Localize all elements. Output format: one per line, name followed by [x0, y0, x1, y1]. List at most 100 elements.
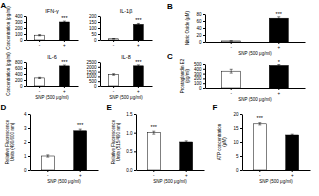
error-bar-stem — [153, 131, 154, 134]
x-axis-line — [101, 40, 153, 41]
y-tick-label: 4 — [24, 112, 27, 117]
bar — [286, 135, 299, 170]
x-tick: + — [137, 86, 140, 94]
y-tick: 2 — [24, 140, 30, 145]
y-tick-mark — [98, 86, 100, 87]
y-tick-mark — [240, 156, 242, 157]
y-tick-label: 1 — [24, 154, 27, 159]
y-tick: 300 — [194, 72, 205, 77]
bar — [222, 41, 241, 42]
x-axis-line — [206, 42, 306, 43]
panel-label: B — [167, 2, 173, 11]
y-tick-label: 200 — [194, 76, 202, 81]
error-bar-stem — [64, 21, 65, 23]
significance-label: * — [278, 59, 281, 65]
x-tick-label: + — [185, 173, 188, 178]
y-tick-mark — [24, 74, 26, 75]
error-bar-cap — [63, 22, 66, 23]
y-label-line: Nitric Oxide (μM) — [185, 11, 190, 45]
x-label: SNP (500 μg/ml) — [109, 95, 143, 100]
error-bar — [277, 17, 280, 20]
x-tick-label: - — [259, 173, 261, 178]
error-bar-cap — [46, 157, 49, 158]
y-tick-label: 500 — [194, 62, 202, 67]
y-label-line: Units (490/600 nm) — [10, 122, 15, 161]
x-tick: + — [137, 40, 140, 48]
x-tick: - — [47, 170, 49, 178]
y-label: Relative FluorescenceUnits (515/490 nm) — [111, 119, 121, 164]
x-tick-mark — [64, 40, 65, 42]
y-tick-label: 100 — [194, 81, 202, 86]
x-tick-mark — [259, 170, 260, 172]
y-tick-label: 400 — [15, 14, 23, 19]
error-bar-stem — [186, 141, 187, 143]
y-tick-mark — [134, 114, 136, 115]
y-tick-mark — [28, 156, 30, 157]
error-bar — [63, 21, 66, 23]
y-tick-mark — [203, 74, 205, 75]
y-label-line: ATP concentration — [217, 123, 222, 160]
error-bar — [137, 23, 140, 25]
y-axis-line — [30, 115, 31, 171]
y-tick-label: 400 — [194, 67, 202, 72]
y-tick: 400 — [194, 67, 205, 72]
error-bar-cap — [152, 134, 155, 135]
panel: 01234-+Relative FluorescenceUnits (490/6… — [1, 103, 99, 184]
y-tick-mark — [203, 64, 205, 65]
y-label: Relative FluorescenceUnits (490/600 nm) — [5, 119, 15, 164]
y-label: Prostaglandin E2(pg/ml) — [180, 58, 190, 93]
x-tick: + — [63, 40, 66, 48]
y-tick-mark — [203, 21, 205, 22]
error-bar-cap — [137, 66, 140, 67]
y-tick: 10 — [233, 140, 242, 145]
x-axis-line — [137, 170, 205, 171]
error-bar-stem — [39, 77, 40, 78]
x-axis-line — [27, 40, 79, 41]
error-bar — [46, 155, 49, 157]
error-bar-stem — [80, 129, 81, 132]
x-tick-mark — [138, 86, 139, 88]
y-tick-mark — [203, 35, 205, 36]
y-tick-mark — [134, 170, 136, 171]
error-bar-cap — [38, 34, 41, 35]
y-tick-label: 3 — [24, 126, 27, 131]
y-tick-label: 2500 — [86, 60, 97, 65]
y-tick: 600 — [15, 66, 26, 71]
y-tick-mark — [98, 76, 100, 77]
error-bar-stem — [113, 74, 114, 76]
x-tick-mark — [138, 40, 139, 42]
bar — [180, 142, 193, 170]
bar — [253, 124, 266, 170]
error-bar — [258, 123, 261, 125]
y-axis: 05101520 — [233, 112, 242, 173]
x-tick-mark — [64, 86, 65, 88]
x-tick-mark — [292, 170, 293, 172]
y-tick: 200 — [194, 76, 205, 81]
panel: 0100200300400-+IFN-γConcentration (pg/ml… — [1, 1, 79, 50]
y-tick: 500 — [194, 62, 205, 67]
y-tick: 5 — [236, 154, 242, 159]
y-tick-mark — [24, 86, 26, 87]
y-tick-label: 0.0 — [126, 168, 133, 173]
x-tick-mark — [231, 88, 232, 90]
y-axis: 0200400600800 — [15, 60, 27, 89]
y-tick: 80 — [196, 12, 205, 17]
error-bar — [38, 35, 41, 36]
error-bar-cap — [79, 129, 82, 130]
y-tick-label: 0 — [236, 168, 239, 173]
bar — [269, 65, 288, 88]
x-tick-mark — [278, 42, 279, 44]
x-tick-mark — [153, 170, 154, 172]
y-tick-mark — [98, 40, 100, 41]
y-tick: 0 — [199, 86, 205, 91]
x-tick-mark — [113, 40, 114, 42]
y-tick-label: 80 — [196, 12, 202, 17]
bar — [147, 133, 160, 170]
error-bar-stem — [231, 40, 232, 41]
bar — [35, 78, 45, 86]
significance-label: *** — [135, 59, 142, 65]
y-tick-mark — [24, 68, 26, 69]
x-tick-mark — [39, 40, 40, 42]
y-tick-label: 0 — [24, 168, 27, 173]
bar — [109, 39, 119, 40]
